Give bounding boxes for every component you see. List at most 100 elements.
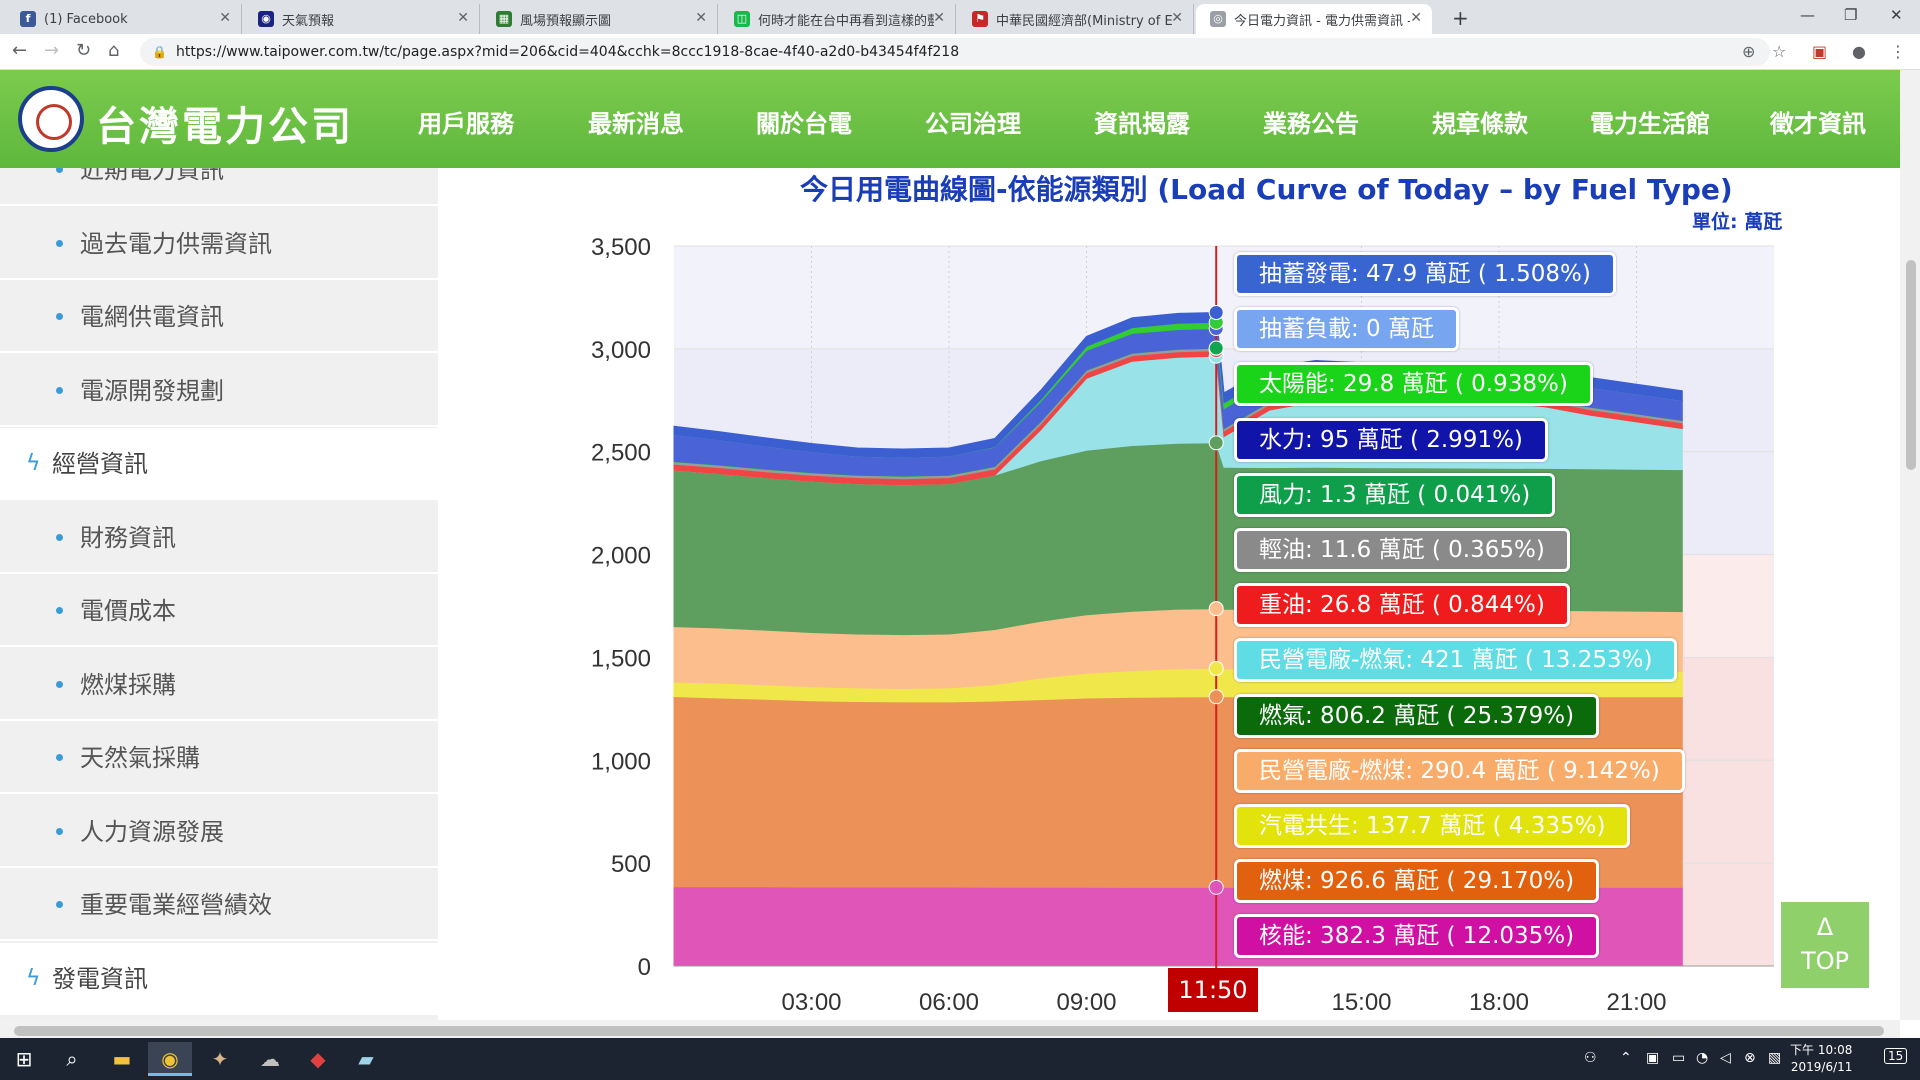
notification-badge[interactable]: 15 <box>1884 1048 1908 1064</box>
tab-close-icon[interactable]: ✕ <box>1410 10 1422 26</box>
horizontal-scroll-thumb[interactable] <box>14 1026 1884 1036</box>
sidebar-item[interactable]: 人力資源發展 <box>0 796 438 868</box>
main-nav-item[interactable]: 規章條款 <box>1432 110 1528 138</box>
taipower-logo-icon[interactable] <box>18 86 84 152</box>
main-nav-item[interactable]: 業務公告 <box>1263 110 1359 138</box>
tooltip-entry: 民營電廠-燃煤: 290.4 萬瓩 ( 9.142%) <box>1234 748 1685 793</box>
tooltip-entry: 抽蓄負載: 0 萬瓩 <box>1234 307 1460 352</box>
minimize-icon[interactable]: — <box>1800 6 1815 24</box>
tab-close-icon[interactable]: ✕ <box>933 10 945 26</box>
reload-icon[interactable]: ↻ <box>76 40 92 61</box>
forward-icon[interactable]: → <box>44 40 60 61</box>
tab-close-icon[interactable]: ✕ <box>695 10 707 26</box>
tab-close-icon[interactable]: ✕ <box>219 10 231 26</box>
sidebar-item[interactable]: 天然氣採購 <box>0 722 438 794</box>
browser-tab[interactable]: ◉ 天氣預報 ✕ <box>244 4 480 34</box>
ime-icon[interactable]: ▧ <box>1768 1050 1782 1066</box>
new-tab-button[interactable]: + <box>1452 6 1469 30</box>
bullet-icon <box>56 827 63 835</box>
tab-close-icon[interactable]: ✕ <box>1171 10 1183 26</box>
main-nav-item[interactable]: 關於台電 <box>756 110 852 138</box>
sidebar-item[interactable]: 過去電力供需資訊 <box>0 208 438 280</box>
bullet-icon <box>56 533 63 541</box>
sidebar-item-label: 電網供電資訊 <box>80 303 224 331</box>
volume-icon[interactable]: ◁ <box>1720 1050 1731 1066</box>
tray-app-icon[interactable]: ▣ <box>1646 1050 1660 1066</box>
taskbar-clock[interactable]: 下午 10:08 2019/6/11 <box>1790 1042 1852 1076</box>
cursor-marker <box>1208 435 1224 451</box>
sidebar-item[interactable]: 近期電力資訊 <box>0 168 438 206</box>
bullet-icon <box>56 754 63 761</box>
app-icon-2[interactable]: ☁ <box>260 1047 280 1071</box>
lock-icon: 🔒 <box>152 45 167 59</box>
sidebar-item-label: 燃煤採購 <box>80 670 176 699</box>
windows-start-icon[interactable]: ⊞ <box>15 1047 33 1071</box>
browser-tab[interactable]: ◎ 今日電力資訊 - 電力供需資訊 - 1 ✕ <box>1196 4 1432 34</box>
y-tick-label: 1,500 <box>591 645 651 672</box>
tray-close-icon[interactable]: ⊗ <box>1744 1050 1756 1066</box>
browser-tab[interactable]: f (1) Facebook ✕ <box>6 4 242 34</box>
back-to-top-button[interactable]: Δ TOP <box>1781 902 1869 988</box>
y-tick-label: 3,000 <box>591 337 651 364</box>
selected-time-badge: 11:50 <box>1168 968 1258 1012</box>
sidebar-item[interactable]: 電源開發規劃 <box>0 355 438 427</box>
y-tick-label: 0 <box>638 954 651 981</box>
main-nav-item[interactable]: 徵才資訊 <box>1770 110 1866 138</box>
main-nav-item[interactable]: 用戶服務 <box>418 110 514 138</box>
sidebar-item[interactable]: 電價成本 <box>0 575 438 647</box>
site-header: 台灣電力公司 用戶服務 最新消息 關於台電 公司治理 資訊揭露 業務公告 規章條款 電力生活館… <box>0 70 1900 168</box>
extension-icon[interactable]: ▣ <box>1812 42 1828 61</box>
battery-icon[interactable]: ▭ <box>1672 1050 1686 1066</box>
load-curve-chart: 0 500 1,000 1,500 2,000 2,500 3,000 3,500 03:00 0… <box>591 234 1774 1016</box>
chart-title: 今日用電曲線圖-依能源類別 (Load Curve of Today – by … <box>800 173 1733 206</box>
sidebar-item-label: 重要電業經營績效 <box>80 891 272 919</box>
y-tick-label: 500 <box>611 851 651 878</box>
sidebar: 近期電力資訊過去電力供需資訊 電網供電資訊電源開發規劃 ϟ 經營資訊財務資訊電價成本燃… <box>0 168 438 1020</box>
tab-close-icon[interactable]: ✕ <box>457 10 469 26</box>
sidebar-item[interactable]: 財務資訊 <box>0 502 438 574</box>
vertical-scrollbar[interactable] <box>1900 70 1920 1020</box>
close-window-icon[interactable]: ✕ <box>1890 6 1903 24</box>
lightning-icon: ϟ <box>26 451 41 476</box>
sidebar-item-label: 財務資訊 <box>80 523 176 552</box>
tray-chevron-icon[interactable]: ⌃ <box>1620 1050 1632 1066</box>
back-icon[interactable]: ← <box>12 40 28 61</box>
main-nav-item[interactable]: 電力生活館 <box>1590 110 1710 138</box>
home-icon[interactable]: ⌂ <box>108 40 120 61</box>
zoom-icon[interactable]: ⊕ <box>1742 42 1756 61</box>
menu-dots-icon[interactable]: ⋮ <box>1890 42 1906 61</box>
sidebar-category-label: 經營資訊 <box>52 450 148 478</box>
sidebar-category[interactable]: ϟ 經營資訊 <box>0 428 438 500</box>
site-logo-text[interactable]: 台灣電力公司 <box>96 103 354 150</box>
tab-title: (1) Facebook <box>44 11 128 27</box>
app-icon-4[interactable]: ▰ <box>358 1047 374 1071</box>
vertical-scroll-thumb[interactable] <box>1906 260 1916 470</box>
browser-tab[interactable]: ⚑ 中華民國經濟部(Ministry of Eco ✕ <box>958 4 1194 34</box>
tab-title: 今日電力資訊 - 電力供需資訊 - 1 <box>1234 13 1410 29</box>
browser-tab[interactable]: ◫ 何時才能在台中再看到這樣的藍 ✕ <box>720 4 956 34</box>
sidebar-item[interactable]: 重要電業經營績效 <box>0 869 438 941</box>
x-tick-label: 06:00 <box>919 989 979 1016</box>
bookmark-star-icon[interactable]: ☆ <box>1772 42 1787 61</box>
app-icon-3[interactable]: ◆ <box>310 1047 326 1071</box>
file-explorer-icon[interactable]: ▬ <box>112 1047 132 1071</box>
sidebar-category[interactable]: ϟ 發電資訊 <box>0 942 438 1015</box>
chrome-icon[interactable]: ◉ <box>148 1042 192 1076</box>
clock-time: 下午 10:08 <box>1790 1043 1853 1057</box>
people-icon[interactable]: ⚇ <box>1584 1050 1597 1066</box>
search-icon[interactable]: ⌕ <box>66 1047 78 1071</box>
main-nav-item[interactable]: 資訊揭露 <box>1094 110 1190 138</box>
maximize-icon[interactable]: ❐ <box>1844 6 1858 24</box>
cursor-marker <box>1208 689 1224 705</box>
browser-tab[interactable]: ▦ 風場預報顯示圖 ✕ <box>482 4 718 34</box>
area-series <box>673 311 1683 458</box>
address-bar[interactable]: 🔒 https://www.taipower.com.tw/tc/page.as… <box>140 38 1770 66</box>
main-nav-item[interactable]: 公司治理 <box>925 110 1021 138</box>
app-icon-1[interactable]: ✦ <box>211 1047 229 1071</box>
sidebar-item[interactable]: 燃煤採購 <box>0 649 438 721</box>
sidebar-item[interactable]: 電網供電資訊 <box>0 281 438 353</box>
network-icon[interactable]: ◔ <box>1696 1050 1709 1066</box>
sidebar-item-label: 過去電力供需資訊 <box>80 229 272 258</box>
main-nav-item[interactable]: 最新消息 <box>588 110 684 138</box>
profile-icon[interactable]: ● <box>1852 42 1866 61</box>
